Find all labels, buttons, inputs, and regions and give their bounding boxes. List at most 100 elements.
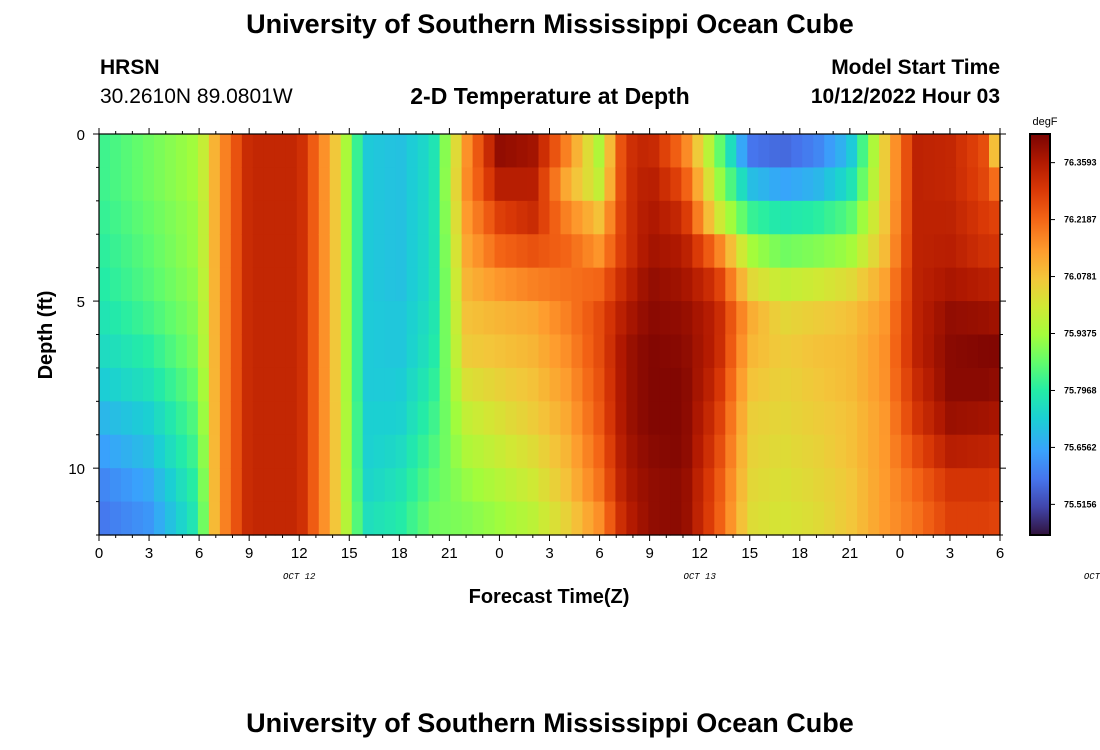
- heatmap-cell: [615, 267, 628, 302]
- heatmap-cell: [241, 234, 254, 269]
- heatmap-cell: [307, 501, 320, 536]
- heatmap-cell: [362, 167, 375, 202]
- heatmap-cell: [505, 367, 518, 402]
- heatmap-cell: [263, 501, 276, 536]
- heatmap-cell: [846, 134, 858, 169]
- heatmap-cell: [637, 167, 649, 202]
- heatmap-cell: [120, 468, 133, 503]
- heatmap-cell: [879, 167, 891, 202]
- heatmap-cell: [736, 367, 748, 402]
- colorbar: [1029, 133, 1051, 536]
- heatmap-cell: [120, 267, 133, 302]
- heatmap-cell: [131, 134, 144, 169]
- heatmap-cell: [769, 167, 781, 202]
- heatmap-cell: [439, 301, 452, 336]
- heatmap-cell: [99, 334, 111, 369]
- heatmap-cell: [626, 501, 638, 536]
- heatmap-cell: [593, 367, 606, 402]
- heatmap-cell: [472, 334, 485, 369]
- heatmap-cell: [813, 301, 825, 336]
- heatmap-cell: [164, 401, 177, 436]
- heatmap-cell: [164, 434, 177, 469]
- heatmap-cell: [186, 434, 199, 469]
- heatmap-cell: [560, 167, 573, 202]
- heatmap-cell: [923, 434, 935, 469]
- heatmap-cell: [571, 134, 584, 169]
- heatmap-cell: [527, 401, 540, 436]
- heatmap-cell: [813, 200, 825, 235]
- heatmap-cell: [681, 434, 693, 469]
- heatmap-cell: [461, 434, 474, 469]
- heatmap-cell: [824, 334, 836, 369]
- heatmap-cell: [153, 434, 166, 469]
- heatmap-cell: [450, 267, 463, 302]
- heatmap-cell: [109, 367, 122, 402]
- heatmap-cell: [538, 134, 551, 169]
- heatmap-cell: [406, 234, 419, 269]
- heatmap-cell: [648, 334, 660, 369]
- heatmap-cell: [131, 301, 144, 336]
- heatmap-cell: [593, 134, 606, 169]
- heatmap-cell: [340, 301, 353, 336]
- colorbar-tick-label: 76.0781: [1064, 272, 1097, 282]
- heatmap-cell: [362, 134, 375, 169]
- heatmap-cell: [560, 468, 573, 503]
- heatmap-cell: [681, 367, 693, 402]
- heatmap-cell: [725, 434, 737, 469]
- heatmap-cell: [153, 334, 166, 369]
- heatmap-cell: [868, 234, 880, 269]
- x-tick-label: 3: [145, 545, 153, 562]
- heatmap-cell: [593, 200, 606, 235]
- heatmap-cell: [505, 167, 518, 202]
- heatmap-cell: [582, 468, 595, 503]
- heatmap-cell: [813, 167, 825, 202]
- heatmap-cell: [274, 401, 287, 436]
- heatmap-cell: [494, 434, 507, 469]
- heatmap-cell: [164, 234, 177, 269]
- heatmap-cell: [417, 468, 430, 503]
- heatmap-cell: [252, 501, 265, 536]
- heatmap-cell: [285, 367, 298, 402]
- heatmap-cell: [703, 301, 715, 336]
- heatmap-cell: [175, 501, 188, 536]
- heatmap-cell: [747, 401, 759, 436]
- heatmap-cell: [153, 468, 166, 503]
- heatmap-cell: [637, 301, 649, 336]
- heatmap-cell: [615, 401, 628, 436]
- y-tick-label: 0: [77, 127, 85, 144]
- heatmap-cell: [351, 267, 364, 302]
- heatmap-cell: [560, 367, 573, 402]
- heatmap-cell: [879, 234, 891, 269]
- heatmap-cell: [197, 200, 210, 235]
- heatmap-cell: [989, 434, 1001, 469]
- heatmap-cell: [99, 200, 111, 235]
- heatmap-cell: [450, 200, 463, 235]
- heatmap-cell: [241, 301, 254, 336]
- heatmap-cell: [857, 267, 869, 302]
- heatmap-cell: [329, 301, 342, 336]
- heatmap-cell: [857, 334, 869, 369]
- heatmap-cell: [230, 434, 243, 469]
- heatmap-cell: [395, 134, 408, 169]
- heatmap-cell: [571, 301, 584, 336]
- heatmap-cell: [846, 334, 858, 369]
- heatmap-cell: [780, 301, 792, 336]
- heatmap-cell: [131, 334, 144, 369]
- heatmap-cell: [747, 468, 759, 503]
- heatmap-cell: [604, 468, 617, 503]
- heatmap-cell: [99, 434, 111, 469]
- heatmap-cell: [307, 134, 320, 169]
- heatmap-cell: [362, 468, 375, 503]
- heatmap-cell: [868, 134, 880, 169]
- heatmap-cell: [802, 167, 814, 202]
- heatmap-cell: [967, 267, 979, 302]
- heatmap-cell: [582, 134, 595, 169]
- heatmap-cell: [461, 167, 474, 202]
- heatmap-cell: [758, 367, 770, 402]
- heatmap-cell: [824, 200, 836, 235]
- heatmap-cell: [560, 234, 573, 269]
- heatmap-cell: [516, 301, 529, 336]
- heatmap-cell: [538, 367, 551, 402]
- heatmap-cell: [593, 167, 606, 202]
- heatmap-cell: [395, 267, 408, 302]
